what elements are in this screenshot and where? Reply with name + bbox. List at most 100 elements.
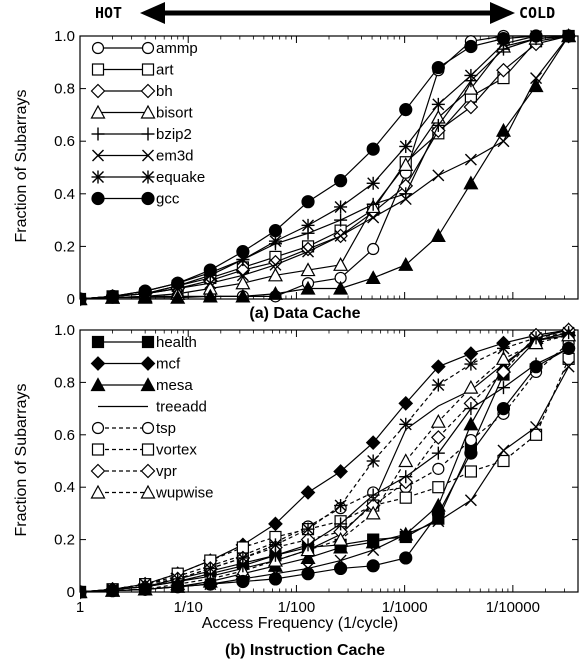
data-cache-legend-marker-end [141,63,155,76]
instruction-cache-legend-entry: health [91,334,197,351]
data-cache-series-bisort-point [300,262,316,277]
data-cache-series-equake-point [464,68,478,82]
data-cache-series-ammp-line [80,35,569,300]
data-cache-series-bisort-line [80,35,569,300]
data-cache-series-bzip2-point [334,213,348,227]
instruction-cache-series-vortex-point [529,428,543,441]
data-cache-series-em3d-point [367,211,380,224]
instruction-cache-series-unlabeled-11-point [366,454,380,468]
instruction-cache-series-unlabeled-10-point [562,341,576,355]
instruction-cache-series-unlabeled-11-point [171,572,185,586]
data-cache-series-equake-line [80,35,569,300]
instruction-cache-legend-marker-start [91,443,105,456]
instruction-cache-series-unlabeled-11-point [106,582,120,596]
instruction-cache-series-unlabeled-10-point [334,517,348,531]
data-cache-legend-label: ammp [156,40,198,57]
data-cache-series-gcc-point [171,276,185,290]
data-cache-series-unlabeled-8-point [267,285,283,300]
instruction-cache-legend-marker-start [90,356,106,371]
hot-label: HOT [95,4,122,22]
instruction-cache-series-unlabeled-11-point [399,417,413,431]
instruction-cache-series-unlabeled-11-point [80,585,87,599]
instruction-cache-series-mesa-point [333,539,349,554]
data-cache-y-tick-label: 0.6 [54,133,75,150]
instruction-cache-series-wupwise-point [365,505,381,520]
data-cache-y-tick-label: 0.2 [54,238,75,255]
instruction-cache-legend: health mcf mesa treeadd tsp vortex vpr wupwise [90,334,214,502]
instruction-cache-legend-marker-start [90,377,106,392]
data-cache-series-gcc-point [431,60,445,75]
instruction-cache-series-mcf-point [365,435,381,451]
instruction-cache-legend-label: vpr [156,463,177,480]
data-cache-series-bisort-point [333,257,349,271]
data-cache-series-unlabeled-8-point [430,228,446,242]
instruction-cache-series-unlabeled-11-point [203,561,217,575]
data-cache-series-bh-point [463,99,479,115]
instruction-cache-legend-marker-start [91,421,105,435]
data-cache-series-bisort-point [398,157,414,171]
instruction-cache-series-wupwise-point [430,413,446,428]
data-cache-series-equake-point [301,218,315,232]
data-cache-series-equake-point [366,176,380,190]
data-cache-series-gcc-point [496,32,511,46]
instruction-cache-series-tsp-point [464,433,478,447]
data-cache-legend-marker-end [140,83,156,99]
data-cache-legend-marker-start [90,83,106,99]
instruction-cache-series-mcf-point [430,359,446,375]
instruction-cache-series-mesa-point [300,550,316,565]
data-cache-legend-entry: em3d [92,148,194,165]
data-cache-series-bzip2-point [431,118,445,132]
instruction-cache-series-mcf-line [80,329,569,593]
data-cache-legend-label: equake [156,169,205,186]
instruction-cache-series-unlabeled-11-point [301,522,315,536]
data-cache-series-unlabeled-8-point [300,280,316,295]
instruction-cache-series-mcf-point [398,396,414,411]
instruction-cache-series-unlabeled-9-point [399,528,412,541]
data-cache-series-bzip2-point [366,197,380,211]
instruction-cache-series-vortex-point [399,491,412,504]
data-cache-legend-marker-end [142,149,154,162]
instruction-cache-series-unlabeled-9-line [80,366,570,593]
data-cache-legend-label: bh [156,83,173,100]
data-cache-legend-marker-end [141,191,155,206]
data-cache-series-unlabeled-8-point [463,175,479,190]
instruction-cache-series-unlabeled-11-point [268,538,282,552]
instruction-cache-x-tick-label: 1/10 [174,599,203,616]
instruction-cache-series-unlabeled-8-point [464,446,478,460]
instruction-cache-series-health-line [80,334,569,593]
data-cache-series-bisort-point [463,80,479,95]
data-cache-legend-label: gcc [156,191,180,208]
instruction-cache-series-unlabeled-9-point [302,562,315,575]
instruction-cache-series-mcf-point [268,516,283,532]
data-cache-legend-marker-end [141,170,155,184]
instruction-cache-series-unlabeled-10-line [80,347,569,593]
instruction-cache-caption: (b) Instruction Cache [225,642,385,659]
data-cache-series-bh-point [496,62,511,78]
data-cache-series-gcc-point [236,245,250,259]
instruction-cache-series-mesa-line [80,329,569,593]
instruction-cache-series-unlabeled-11-point [496,341,510,355]
instruction-cache-legend-label: tsp [156,420,176,437]
data-cache-legend-entry: bh [90,83,173,100]
data-cache-series-unlabeled-8-point [495,122,511,137]
instruction-cache-series-unlabeled-11-point [562,326,576,340]
data-cache-series-gcc-point [301,195,315,209]
instruction-cache-legend-entry: vpr [90,463,177,480]
instruction-cache-series-wupwise-point [463,379,479,394]
instruction-cache-series-mesa-point [365,534,381,549]
data-cache-series-unlabeled-8-point [333,280,349,295]
data-cache-legend-label: bzip2 [156,126,192,143]
instruction-cache-series-unlabeled-10-point [399,470,413,484]
data-cache-series-bisort-point [267,267,283,282]
data-cache-series-unlabeled-8-point [202,288,218,303]
instruction-cache-series-unlabeled-9-point [530,420,543,433]
instruction-cache-legend-marker-end [141,443,155,456]
instruction-cache-legend-label: wupwise [155,485,214,502]
data-cache-legend-marker-end [141,127,155,141]
data-cache-series-em3d-point [464,153,477,166]
instruction-cache-series-unlabeled-9-point [269,567,282,580]
instruction-cache-series-wupwise-point [398,453,414,468]
instruction-cache-series-unlabeled-11-line [80,332,569,593]
instruction-cache-series-unlabeled-10-point [431,446,445,460]
